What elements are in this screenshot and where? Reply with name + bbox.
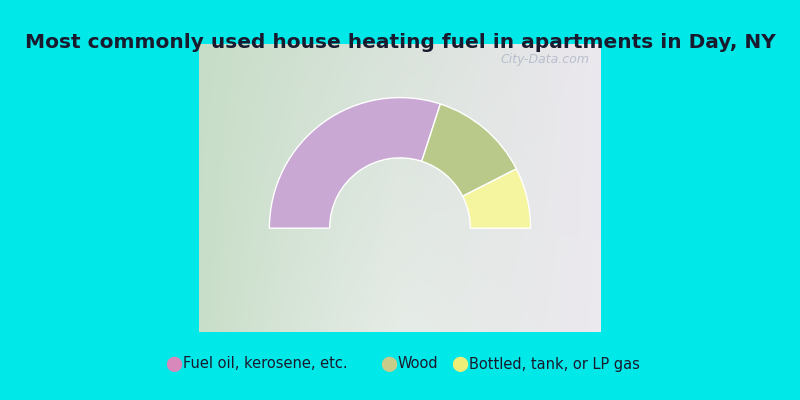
Wedge shape [422,104,516,196]
Text: Most commonly used house heating fuel in apartments in Day, NY: Most commonly used house heating fuel in… [25,32,775,52]
Text: Fuel oil, kerosene, etc.: Fuel oil, kerosene, etc. [182,356,347,372]
Wedge shape [270,98,440,228]
Text: Wood: Wood [398,356,438,372]
Text: ⬤: ⬤ [165,356,182,372]
Text: ⬤: ⬤ [451,356,469,372]
Wedge shape [462,169,530,228]
Text: City-Data.com: City-Data.com [500,53,589,66]
Text: ⬤: ⬤ [380,356,398,372]
Text: Bottled, tank, or LP gas: Bottled, tank, or LP gas [469,356,640,372]
